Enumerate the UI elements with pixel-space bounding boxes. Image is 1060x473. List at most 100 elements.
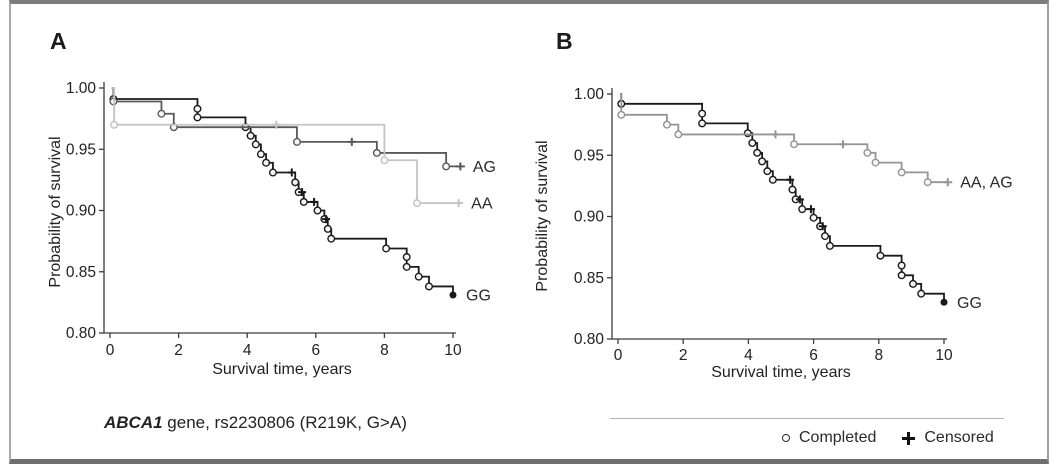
series-AA-event-marker	[110, 120, 119, 129]
x-tick-label: 8	[874, 347, 883, 364]
series-GG-event-marker	[809, 213, 818, 222]
x-tick-label: 4	[243, 342, 252, 359]
series-GG-event-marker	[821, 232, 830, 241]
series-GG-event-marker	[402, 262, 411, 271]
y-tick-label: 1.00	[574, 86, 605, 103]
series-GG-line	[112, 87, 454, 296]
y-tick-label: 0.85	[574, 270, 604, 287]
series-AA, AG-event-marker	[662, 120, 671, 129]
series-GG-event-marker	[763, 167, 772, 176]
series-AA, AG-end-plus	[943, 178, 953, 187]
series-GG-event-marker	[291, 178, 300, 187]
series-AA, AG-event-marker	[674, 130, 683, 139]
y-tick-label: 0.85	[66, 264, 96, 281]
series-AA-event-marker	[380, 156, 389, 165]
series-AA-line	[112, 87, 459, 205]
series-AG-end-plus	[455, 162, 465, 171]
series-AA, AG-censored-marker	[838, 140, 847, 149]
gene-name: ABCA1	[104, 413, 163, 432]
series-GG-event-marker	[876, 251, 885, 260]
series-GG-event-marker	[798, 205, 807, 214]
series-GG-censored-marker	[795, 195, 804, 204]
x-tick-label: 10	[444, 342, 462, 359]
y-tick-label: 0.95	[66, 141, 96, 158]
x-tick-label: 6	[809, 347, 818, 364]
caption-text: gene, rs2230806 (R219K, G>A)	[162, 413, 407, 432]
series-AA, AG-event-marker	[923, 178, 932, 187]
legend-completed-label: Completed	[799, 429, 877, 446]
legend-divider-line	[610, 418, 1004, 419]
series-GG-event-marker	[748, 138, 757, 147]
legend: Completed Censored	[782, 429, 994, 447]
y-tick-label: 0.90	[66, 203, 97, 220]
series-AA-end-plus	[454, 199, 464, 208]
series-GG-event-marker	[917, 289, 926, 298]
series-GG-event-marker	[897, 261, 906, 270]
legend-item-censored: Censored	[902, 429, 994, 447]
panel-B-axes	[611, 88, 947, 340]
series-GG-event-marker	[698, 109, 707, 118]
series-AA-event-marker	[412, 199, 421, 208]
panel-b-letter: B	[556, 28, 573, 54]
x-tick-label: 0	[614, 347, 623, 364]
series-GG-event-marker	[193, 113, 202, 122]
series-AA-censored-marker	[272, 120, 281, 129]
series-AG-event-marker	[442, 162, 451, 171]
series-GG-censored-marker	[806, 205, 815, 214]
y-tick-label: 0.80	[66, 325, 97, 342]
series-AG-event-marker	[292, 137, 301, 146]
series-GG-event-marker	[758, 157, 767, 166]
series-AA, AG-event-marker	[863, 148, 872, 157]
x-tick-label: 4	[744, 347, 753, 364]
panel-a-letter: A	[50, 28, 67, 54]
series-GG-event-marker	[753, 148, 762, 157]
series-GG-event-marker	[768, 175, 777, 184]
x-tick-label: 2	[174, 342, 183, 359]
series-GG-event-marker	[246, 131, 255, 140]
series-GG-censored-marker	[322, 215, 331, 224]
x-tick-label: 0	[106, 342, 115, 359]
x-tick-label: 8	[380, 342, 389, 359]
x-tick-label: 6	[311, 342, 320, 359]
series-GG-event-marker	[414, 272, 423, 281]
series-AA, AG-censored-marker	[771, 130, 780, 139]
series-GG-event-marker	[262, 158, 271, 167]
series-GG-event-marker	[743, 129, 752, 138]
completed-circle-icon	[782, 434, 790, 442]
series-GG-event-marker	[897, 271, 906, 280]
series-GG-event-marker	[788, 185, 797, 194]
series-GG-event-marker	[313, 206, 322, 215]
series-GG-event-marker	[382, 244, 391, 253]
series-AA, AG-event-marker	[871, 158, 880, 167]
series-GG-end-dot	[449, 291, 457, 299]
series-GG-event-marker	[698, 119, 707, 128]
curve-label-GG: GG	[957, 295, 982, 312]
series-GG-censored-marker	[310, 197, 319, 206]
figure-border	[9, 0, 1049, 464]
panel-a-x-axis-label: Survival time, years	[212, 361, 352, 378]
y-tick-label: 0.95	[574, 147, 604, 164]
figure-caption: ABCA1 gene, rs2230806 (R219K, G>A)	[104, 413, 407, 433]
series-GG-event-marker	[256, 150, 265, 159]
series-AG-event-marker	[157, 109, 166, 118]
series-AG-censored-marker	[347, 137, 356, 146]
series-GG-event-marker	[268, 168, 277, 177]
series-GG-event-marker	[402, 253, 411, 262]
series-AG-event-marker	[372, 148, 381, 157]
y-tick-label: 0.90	[574, 209, 605, 226]
series-GG-event-marker	[193, 104, 202, 113]
series-GG-event-marker	[825, 241, 834, 250]
curve-label-AG: AG	[473, 159, 496, 176]
censored-plus-icon	[902, 431, 916, 445]
series-GG-event-marker	[299, 197, 308, 206]
y-tick-label: 1.00	[66, 80, 97, 97]
panel-b-x-axis-label: Survival time, years	[711, 364, 851, 381]
series-AA, AG-event-marker	[790, 140, 799, 149]
x-tick-label: 2	[679, 347, 688, 364]
series-GG-censored-marker	[298, 188, 307, 197]
panel-a-y-axis-label: Probability of survival	[47, 136, 64, 288]
curve-label-AA: AA	[471, 196, 493, 213]
series-GG-censored-marker	[818, 222, 827, 231]
series-GG-censored-marker	[287, 168, 296, 177]
